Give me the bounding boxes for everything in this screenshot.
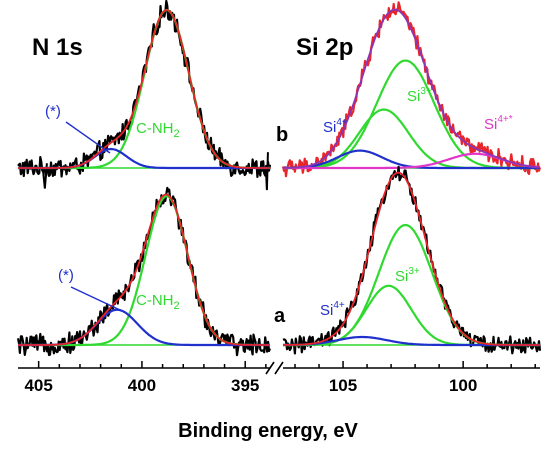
noise-spike <box>41 163 48 189</box>
tick-label-si2p-1: 100 <box>449 376 477 395</box>
n1s-title: N 1s <box>32 34 83 61</box>
annotations-n1s-b: (*) C-NH2 <box>45 103 180 154</box>
tick-label-n1s-1: 400 <box>128 376 156 395</box>
tick-label-si2p-0: 105 <box>329 376 357 395</box>
tick-label-n1s-0: 405 <box>24 376 52 395</box>
annotation-cnh2-a: C-NH2 <box>136 292 180 312</box>
annotations-si2p-a: Si4+ Si3+ <box>320 266 420 319</box>
tick-label-n1s-2: 395 <box>231 376 259 395</box>
si2p-title: Si 2p <box>296 34 353 61</box>
annotation-si4star-b: Si4+* <box>484 114 513 133</box>
annotation-star-b: (*) <box>45 103 61 120</box>
envelope-fit <box>282 171 540 346</box>
envelope-fit <box>283 8 541 169</box>
envelope-fit <box>18 9 270 169</box>
spectrum-b-si2p <box>281 1 542 178</box>
label-a: a <box>274 305 286 327</box>
experimental-trace <box>281 1 542 178</box>
axis-break-mark <box>265 361 284 375</box>
spectrum-a-si2p <box>282 165 542 355</box>
plot-area <box>16 0 542 357</box>
noise-spike <box>264 152 269 191</box>
x-axis: 405 400 395 105 100 <box>18 361 540 395</box>
annotation-si3-b: Si3+ <box>407 86 432 105</box>
annotation-arrow-a <box>70 286 121 311</box>
label-b: b <box>276 124 288 146</box>
annotation-arrow-b <box>65 121 111 154</box>
annotation-si4-a: Si4+ <box>320 300 345 319</box>
x-axis-label: Binding energy, eV <box>178 420 358 442</box>
spectrum-b-n1s <box>17 0 272 191</box>
annotations-si2p-b: Si4+ Si3+ Si4+* <box>323 86 513 136</box>
envelope-fit <box>18 193 270 346</box>
annotation-si3-a: Si3+ <box>395 266 420 285</box>
x-axis-ticks: 405 400 395 105 100 <box>24 361 536 395</box>
annotation-cnh2-b: C-NH2 <box>136 120 180 140</box>
experimental-trace <box>16 186 272 357</box>
spectrum-a-n1s <box>16 186 272 357</box>
annotation-si4-b: Si4+ <box>323 117 348 136</box>
annotation-star-a: (*) <box>58 267 74 284</box>
annotations-n1s-a: (*) C-NH2 <box>58 267 180 312</box>
